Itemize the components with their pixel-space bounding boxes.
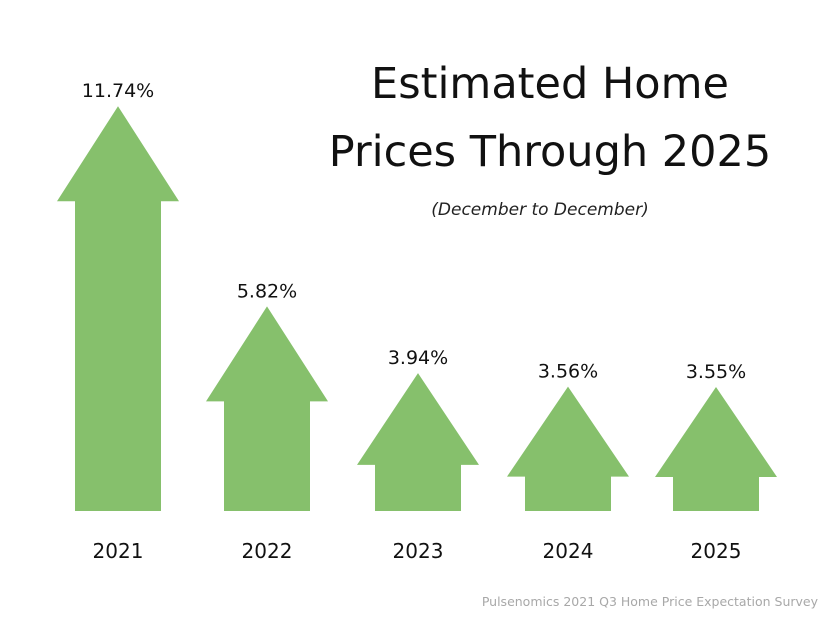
bar-arrow-2023 [357,373,479,511]
bar-arrow-2025 [655,386,777,511]
chart-title-line-1: Estimated Home [371,59,729,109]
value-label-2023: 3.94% [388,347,448,369]
chart-subtitle: (December to December) [431,200,649,220]
bar-arrow-2021 [57,106,179,511]
value-label-2025: 3.55% [686,361,746,383]
value-label-2024: 3.56% [538,361,598,383]
source-note: Pulsenomics 2021 Q3 Home Price Expectati… [481,594,818,609]
category-label-2022: 2022 [242,539,293,563]
value-label-2022: 5.82% [237,280,297,302]
category-label-2021: 2021 [93,539,144,563]
chart-title-line-2: Prices Through 2025 [328,127,772,177]
category-label-2023: 2023 [393,539,444,563]
value-label-2021: 11.74% [82,80,154,102]
bar-arrow-2024 [507,386,629,511]
category-label-2024: 2024 [543,539,594,563]
bar-arrow-2022 [206,306,328,511]
category-label-2025: 2025 [691,539,742,563]
